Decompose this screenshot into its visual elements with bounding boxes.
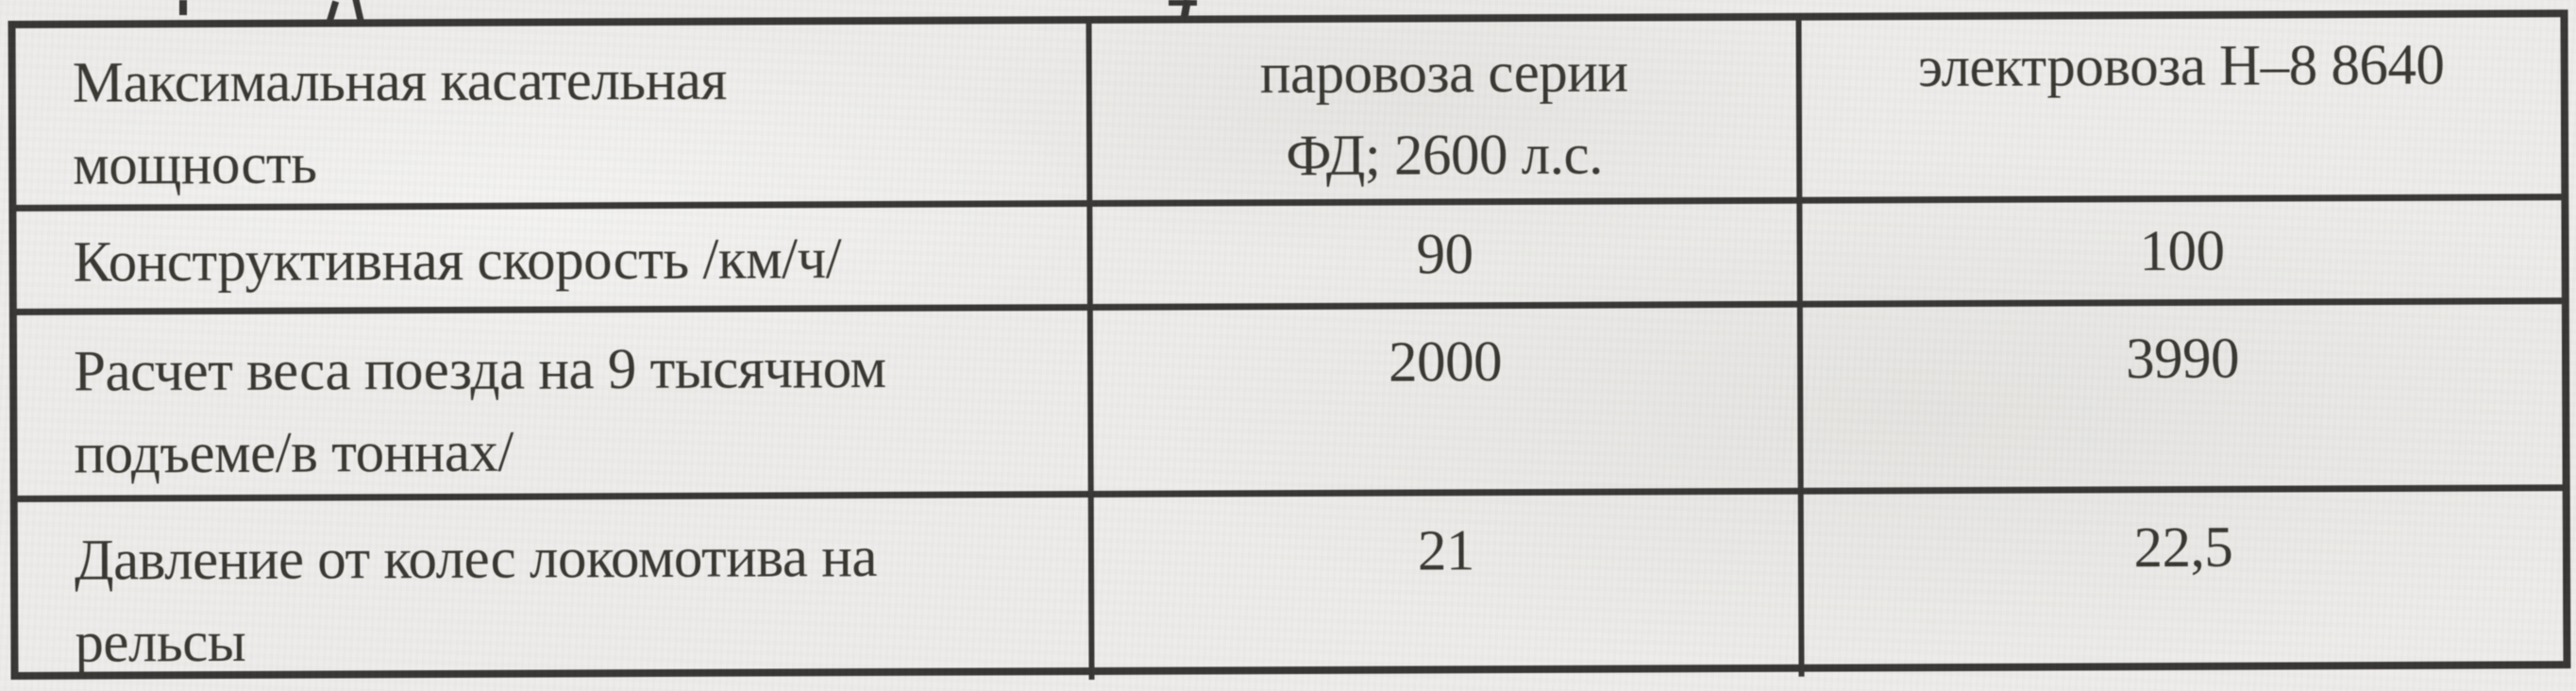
- scan-artifact-stem-icon: [179, 0, 187, 15]
- cell-electric-train-weight-value: 3990: [1802, 304, 2563, 495]
- cell-parameter-max-tangential-power: Максимальная касательная мощность: [15, 23, 1093, 211]
- cell-electric-design-speed-value: 100: [1802, 200, 2562, 308]
- cell-steam-locomotive-header: паровоза серии ФД; 2600 л.с.: [1091, 20, 1803, 207]
- cell-steam-train-weight-value: 2000: [1092, 307, 1804, 497]
- cell-parameter-wheel-pressure: Давление от колес локомотива на рельсы: [17, 497, 1095, 685]
- cell-parameter-design-speed: Конструктивная скорость /км/ч/: [16, 206, 1093, 315]
- locomotive-comparison-table: Максимальная касательная мощность парово…: [8, 9, 2571, 685]
- cell-parameter-train-weight: Расчет веса поезда на 9 тысячном подъеме…: [16, 310, 1094, 502]
- cell-steam-wheel-pressure-value: 21: [1093, 494, 1805, 681]
- cell-electric-locomotive-header: электровоза Н–8 8640: [1801, 17, 2562, 204]
- cell-steam-design-speed-value: 90: [1092, 203, 1803, 311]
- cell-electric-wheel-pressure-value: 22,5: [2133, 515, 2233, 581]
